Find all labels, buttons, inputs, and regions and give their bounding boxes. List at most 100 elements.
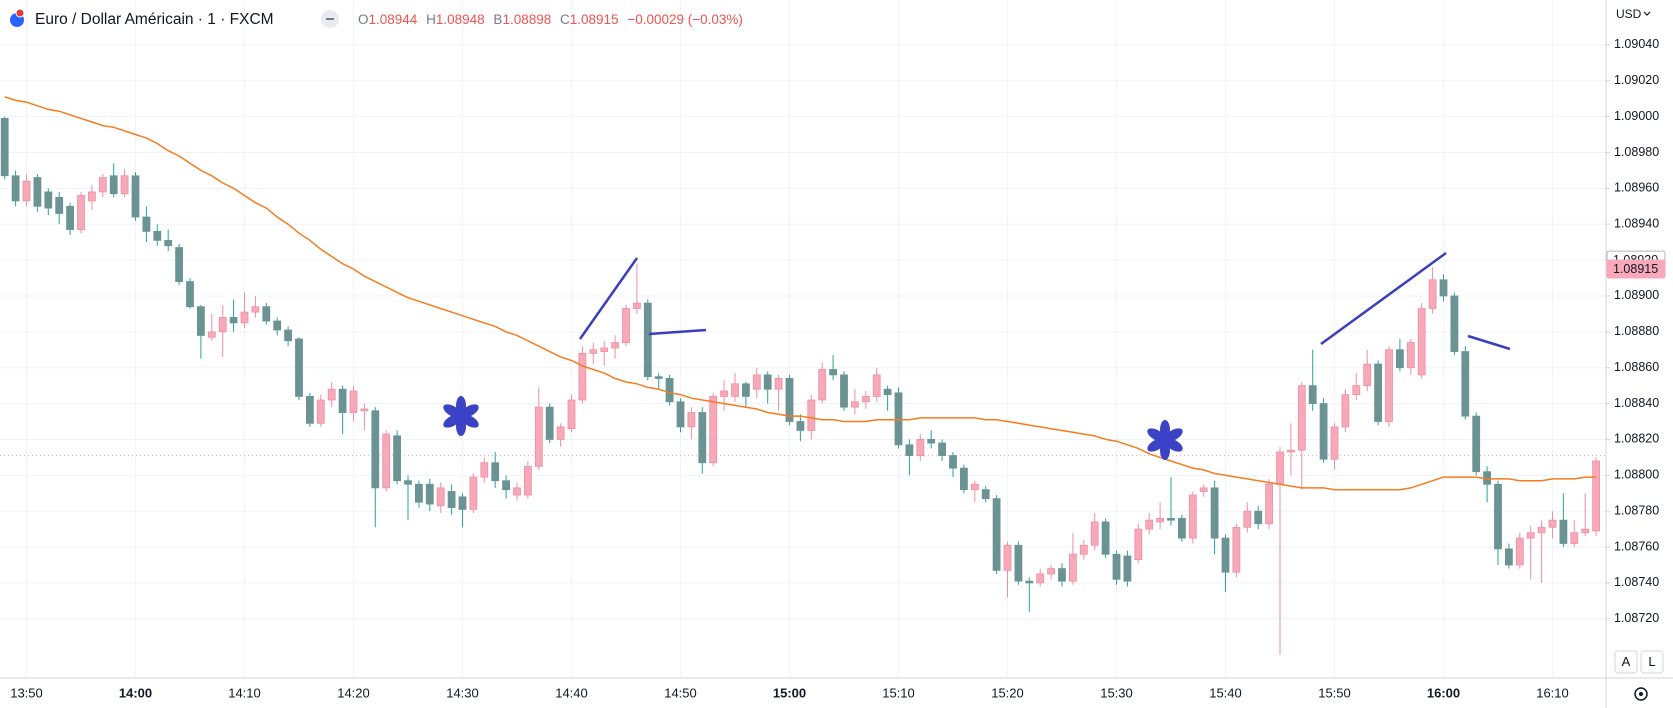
candle-body	[1526, 532, 1535, 539]
candle-body	[1515, 537, 1524, 566]
trend-line[interactable]	[648, 328, 707, 336]
candle-body	[643, 302, 652, 378]
candle-body	[622, 308, 630, 343]
candle-body	[1156, 517, 1164, 523]
asterisk-icon[interactable]	[1145, 420, 1185, 460]
trend-line[interactable]	[578, 257, 639, 340]
candle-body	[414, 483, 423, 503]
candle-body	[861, 395, 870, 403]
time-axis[interactable]	[0, 678, 1606, 708]
asterisk-icon[interactable]	[441, 396, 481, 436]
candle-body	[469, 476, 478, 510]
legend-value: 1.08948	[436, 12, 485, 27]
settings-icon[interactable]	[1639, 692, 1643, 696]
candle-body	[0, 117, 9, 177]
legend-key: C	[560, 12, 570, 27]
candle-body	[1505, 548, 1513, 566]
candle-body	[556, 426, 565, 440]
candle-body	[131, 175, 140, 218]
candle-body	[970, 483, 979, 491]
trend-line[interactable]	[1320, 251, 1447, 346]
price-label: 1.08915	[1613, 262, 1658, 276]
ohlc-legend: O1.08944 H1.08948 B1.08898 C1.08915 −0.0…	[358, 12, 743, 27]
candle-body	[709, 395, 718, 464]
candle-body	[1079, 544, 1088, 555]
plot-area	[0, 96, 1600, 655]
candle-body	[1276, 451, 1284, 485]
candle-body	[654, 376, 663, 379]
candle-body	[1101, 521, 1110, 555]
candle-body	[981, 489, 990, 500]
candle-body	[480, 462, 489, 478]
candle-body	[1243, 510, 1252, 528]
candle-body	[752, 374, 761, 390]
auto-scale-button[interactable]	[1614, 650, 1638, 674]
x-tick-label: 14:50	[664, 685, 697, 700]
settings-icon[interactable]	[1634, 687, 1648, 701]
x-tick-label: 15:00	[773, 685, 806, 700]
candle-body	[1188, 494, 1197, 539]
drawings	[441, 251, 1511, 460]
candle-body	[229, 317, 238, 324]
candle-body	[763, 374, 772, 390]
candle-body	[927, 439, 936, 444]
candle-body	[1570, 532, 1579, 544]
candle-body	[11, 175, 20, 202]
y-tick-label: 1.08820	[1614, 432, 1659, 446]
candle-body	[1090, 521, 1099, 546]
candle-body	[120, 175, 129, 195]
candle-body	[382, 433, 391, 489]
candle-body	[1592, 460, 1600, 532]
settings-button[interactable]	[1634, 687, 1648, 701]
candle-body	[960, 467, 968, 491]
symbol-title[interactable]: Euro / Dollar Américain · 1 · FXCM	[35, 11, 274, 28]
grid	[0, 0, 1606, 678]
candle-body	[207, 331, 216, 338]
candle-body	[109, 175, 118, 195]
candle-body	[295, 338, 303, 397]
candle-body	[1319, 403, 1328, 460]
candle-body	[240, 311, 249, 324]
y-tick-label: 1.08720	[1614, 611, 1659, 625]
x-tick-label: 13:50	[10, 685, 43, 700]
candle-body	[796, 421, 805, 431]
candle-body	[251, 306, 260, 313]
y-tick-label: 1.08840	[1614, 396, 1659, 410]
candle-body	[88, 191, 96, 202]
price-axis[interactable]	[1606, 0, 1673, 708]
candle-body	[785, 378, 794, 422]
candle-body	[66, 205, 74, 230]
candle-body	[720, 390, 728, 397]
candle-body	[611, 342, 619, 349]
auto-scale-label[interactable]: A	[1622, 654, 1631, 669]
candle-body	[851, 401, 859, 408]
legend-value: 1.08915	[570, 12, 619, 27]
log-scale-label[interactable]: L	[1648, 654, 1655, 669]
candle-body	[1287, 449, 1295, 453]
trend-line[interactable]	[1467, 334, 1511, 351]
candle-body	[305, 395, 314, 424]
candle-body	[458, 496, 467, 510]
legend-change: −0.00029 (−0.03%)	[627, 12, 743, 27]
candle-body	[1385, 349, 1393, 422]
candle-body	[502, 480, 511, 491]
y-tick-label: 1.09040	[1614, 37, 1659, 51]
candle-body	[1341, 394, 1350, 428]
candle-body	[840, 374, 848, 408]
candle-body	[1363, 363, 1372, 387]
price-label-box	[1606, 259, 1666, 279]
log-scale-button[interactable]	[1640, 650, 1664, 674]
x-tick-label: 15:10	[882, 685, 915, 700]
candle-body	[1374, 363, 1382, 422]
candle-body	[949, 455, 957, 469]
currency-selector[interactable]: USD	[1616, 7, 1642, 21]
x-tick-label: 14:00	[119, 685, 152, 700]
candle-body	[153, 230, 162, 241]
header: Euro / Dollar Américain · 1 · FXCM O1.08…	[10, 8, 743, 28]
candle-body	[1461, 351, 1470, 417]
candle-body	[447, 491, 456, 509]
candle-body	[676, 401, 685, 428]
candle-body	[142, 216, 151, 232]
